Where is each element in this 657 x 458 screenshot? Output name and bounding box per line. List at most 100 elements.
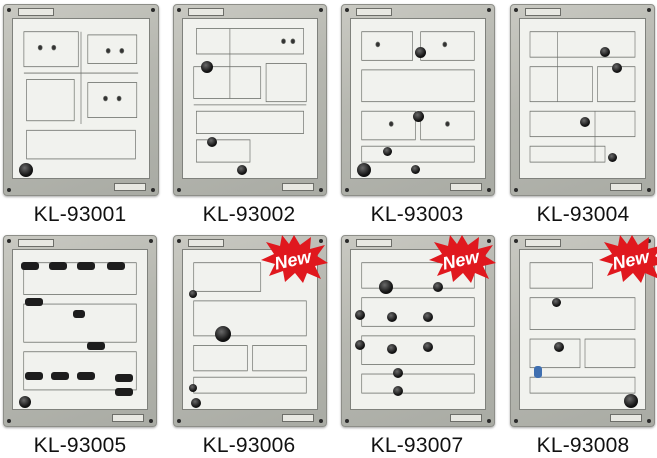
component <box>73 310 85 318</box>
circuit-panel <box>12 18 150 179</box>
knob <box>624 394 638 408</box>
knob <box>387 344 397 354</box>
model-label: KL-93005 <box>10 434 150 458</box>
model-label: KL-93006 <box>179 434 319 458</box>
circuit-panel <box>182 18 318 179</box>
component <box>77 372 95 380</box>
trainer-board-image <box>3 4 159 196</box>
component <box>51 372 69 380</box>
board-tag <box>188 239 224 247</box>
screw <box>345 8 349 12</box>
screw <box>149 419 153 423</box>
component <box>107 262 125 270</box>
model-label: KL-93008 <box>513 434 653 458</box>
board-tag <box>188 8 224 16</box>
knob <box>580 117 590 127</box>
screw <box>177 419 181 423</box>
knob <box>415 47 426 58</box>
product-card-kl-93001[interactable]: KL-93001 <box>0 0 165 229</box>
product-card-kl-93005[interactable]: KL-93005 <box>0 229 165 458</box>
new-badge: New <box>427 233 497 283</box>
screw <box>177 239 181 243</box>
screw <box>647 188 651 192</box>
knob <box>552 298 561 307</box>
knob <box>201 61 213 73</box>
board-tag <box>282 414 314 422</box>
component <box>115 388 133 396</box>
screw <box>7 8 11 12</box>
board-tag <box>282 183 314 191</box>
knob <box>423 342 433 352</box>
trainer-board-image <box>510 4 655 196</box>
knob <box>387 312 397 322</box>
product-card-kl-93004[interactable]: KL-93004 <box>501 0 657 229</box>
model-label: KL-93001 <box>10 203 150 227</box>
product-card-kl-93003[interactable]: KL-93003 <box>333 0 501 229</box>
component <box>534 366 542 378</box>
screw <box>319 419 323 423</box>
board-tag <box>18 239 54 247</box>
screw <box>151 8 155 12</box>
model-label: KL-93002 <box>179 203 319 227</box>
knob <box>393 368 403 378</box>
knob <box>19 163 33 177</box>
screw <box>7 239 11 243</box>
knob <box>355 310 365 320</box>
knob <box>383 147 392 156</box>
screw <box>149 239 153 243</box>
trainer-board-image <box>341 4 495 196</box>
board-tag <box>610 183 642 191</box>
screw <box>345 188 349 192</box>
knob <box>411 165 420 174</box>
board-tag <box>114 183 146 191</box>
knob <box>189 384 197 392</box>
knob <box>215 326 231 342</box>
knob <box>554 342 564 352</box>
trainer-board-image <box>173 4 327 196</box>
model-label: KL-93003 <box>347 203 487 227</box>
component <box>25 298 43 306</box>
board-tag <box>610 414 642 422</box>
knob <box>379 280 393 294</box>
screw <box>514 188 518 192</box>
screw <box>319 8 323 12</box>
board-tag <box>525 239 561 247</box>
knob <box>357 163 371 177</box>
screw <box>177 8 181 12</box>
component <box>87 342 105 350</box>
product-card-kl-93002[interactable]: KL-93002 <box>165 0 333 229</box>
product-card-kl-93008[interactable]: New KL-93008 <box>501 229 657 458</box>
model-label: KL-93004 <box>513 203 653 227</box>
circuit-panel <box>12 249 148 410</box>
product-card-kl-93007[interactable]: New KL-93007 <box>333 229 501 458</box>
knob <box>600 47 610 57</box>
board-tag <box>112 414 144 422</box>
component <box>25 372 43 380</box>
screw <box>487 188 491 192</box>
new-badge: New <box>259 233 329 283</box>
board-tag <box>18 8 54 16</box>
knob <box>355 340 365 350</box>
new-badge: New <box>597 233 657 283</box>
product-card-kl-93006[interactable]: New KL-93006 <box>165 229 333 458</box>
screw <box>7 419 11 423</box>
knob <box>612 63 622 73</box>
board-tag <box>356 8 392 16</box>
screw <box>151 188 155 192</box>
knob <box>423 312 433 322</box>
knob <box>207 137 217 147</box>
knob <box>189 290 197 298</box>
knob <box>393 386 403 396</box>
screw <box>647 8 651 12</box>
knob <box>191 398 201 408</box>
board-tag <box>356 239 392 247</box>
screw <box>514 419 518 423</box>
knob <box>433 282 443 292</box>
screw <box>177 188 181 192</box>
knob <box>413 111 424 122</box>
trainer-board-image <box>3 235 157 427</box>
screw <box>514 239 518 243</box>
model-label: KL-93007 <box>347 434 487 458</box>
screw <box>487 419 491 423</box>
board-tag <box>450 414 482 422</box>
